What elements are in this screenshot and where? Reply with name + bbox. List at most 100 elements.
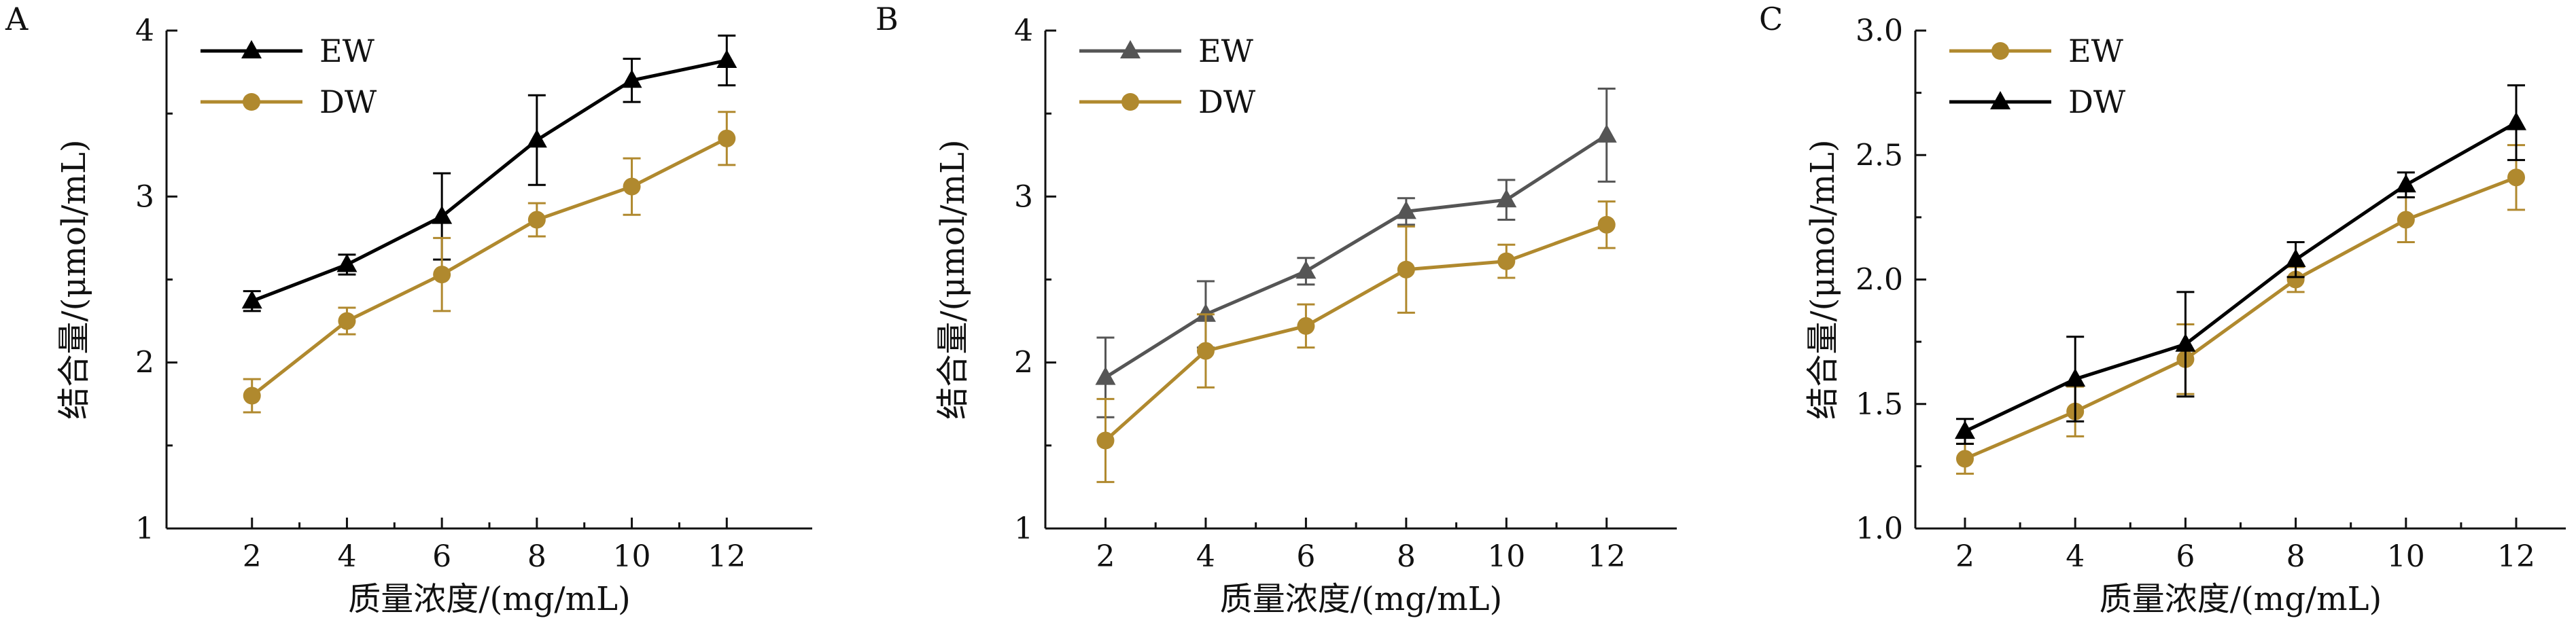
x-tick-label: 4 xyxy=(1196,539,1215,574)
y-tick-label: 1.5 xyxy=(1856,387,1903,422)
legend-marker xyxy=(241,40,262,58)
legend-label: DW xyxy=(1198,84,1256,120)
y-tick-label: 1 xyxy=(135,511,154,546)
legend-item-ew: EW xyxy=(1949,33,2124,69)
data-point xyxy=(2507,168,2526,187)
x-tick-label: 6 xyxy=(2176,539,2195,574)
series-dw xyxy=(243,111,736,414)
panel-label: B xyxy=(875,1,899,37)
x-tick-label: 10 xyxy=(2387,539,2425,574)
series-ew xyxy=(1095,88,1617,418)
x-tick-label: 8 xyxy=(527,539,546,574)
y-tick-label: 2.5 xyxy=(1856,138,1903,173)
y-axis-label: 结合量/(μmol/mL) xyxy=(55,139,93,419)
x-tick-label: 12 xyxy=(1588,539,1626,574)
series-dw xyxy=(1096,200,1616,484)
data-point xyxy=(2395,174,2416,193)
x-tick-label: 6 xyxy=(1296,539,1315,574)
data-point xyxy=(1955,450,1974,468)
x-tick-label: 10 xyxy=(1487,539,1525,574)
data-point xyxy=(623,177,641,196)
legend-item-dw: DW xyxy=(1079,84,1256,120)
data-point xyxy=(2175,333,2196,352)
series-line xyxy=(1964,175,2517,461)
legend-label: EW xyxy=(2068,33,2124,69)
data-point xyxy=(527,211,546,229)
y-tick-label: 2.0 xyxy=(1856,263,1903,298)
y-tick-label: 1 xyxy=(1014,511,1033,546)
x-tick-label: 12 xyxy=(708,539,746,574)
data-point xyxy=(1095,366,1116,385)
x-axis-label: 质量浓度/(mg/mL) xyxy=(2100,580,2382,618)
data-point xyxy=(2286,270,2305,289)
series-line xyxy=(251,58,727,303)
legend-marker xyxy=(243,93,260,111)
x-tick-label: 2 xyxy=(1096,539,1115,574)
data-point xyxy=(1096,431,1115,450)
data-point xyxy=(1295,260,1317,279)
data-point xyxy=(718,129,736,147)
x-tick-label: 8 xyxy=(2286,539,2305,574)
legend-marker xyxy=(1120,40,1141,58)
series-dw xyxy=(1954,84,2527,445)
series-ew xyxy=(241,34,737,312)
data-point xyxy=(243,387,261,405)
series-line xyxy=(1104,133,1608,379)
data-point xyxy=(432,205,453,224)
x-tick-label: 4 xyxy=(2066,539,2085,574)
chart-panel-c: C 1.0 1.5 2.0 2.5 3.0 2 4 6 8 10 12 质量浓度/(mg/mL) 结合量/… xyxy=(1759,1,2566,618)
y-tick-label: 4 xyxy=(1014,14,1033,48)
y-axis-label: 结合量/(μmol/mL) xyxy=(934,139,972,419)
data-point xyxy=(1195,303,1216,322)
legend-marker xyxy=(1990,91,2011,109)
x-tick-label: 12 xyxy=(2497,539,2535,574)
data-point xyxy=(2285,249,2306,268)
y-tick-label: 1.0 xyxy=(1856,511,1903,546)
data-point xyxy=(1597,215,1616,234)
data-point xyxy=(1954,420,1975,439)
legend-label: EW xyxy=(319,33,375,69)
y-axis-label: 结合量/(μmol/mL) xyxy=(1804,139,1842,419)
x-tick-label: 8 xyxy=(1397,539,1416,574)
x-tick-label: 4 xyxy=(337,539,356,574)
data-point xyxy=(1397,260,1415,278)
data-point xyxy=(1596,124,1617,143)
data-point xyxy=(526,129,547,148)
data-point xyxy=(621,69,642,88)
data-point xyxy=(716,49,737,68)
legend-label: EW xyxy=(1198,33,1254,69)
panel-label: A xyxy=(5,1,29,37)
panel-label: C xyxy=(1759,1,1783,37)
legend-label: DW xyxy=(2068,84,2126,120)
y-tick-label: 3.0 xyxy=(1856,14,1903,48)
y-tick-label: 2 xyxy=(135,346,154,380)
data-point xyxy=(1497,252,1516,270)
data-point xyxy=(336,253,358,272)
data-point xyxy=(241,290,262,309)
data-point xyxy=(2506,111,2527,130)
x-tick-label: 2 xyxy=(1955,539,1974,574)
data-point xyxy=(2065,368,2086,387)
data-point xyxy=(433,266,451,284)
series-line xyxy=(1964,121,2518,433)
series-line xyxy=(1104,223,1607,442)
x-axis-label: 质量浓度/(mg/mL) xyxy=(348,580,630,618)
data-point xyxy=(1496,189,1517,208)
legend-marker xyxy=(1991,42,2009,60)
legend-item-ew: EW xyxy=(1079,33,1254,69)
y-tick-label: 3 xyxy=(135,179,154,214)
series-line xyxy=(251,137,728,397)
y-tick-label: 3 xyxy=(1014,179,1033,214)
legend-item-dw: DW xyxy=(201,84,377,120)
data-point xyxy=(338,312,356,330)
x-tick-label: 6 xyxy=(432,539,451,574)
x-tick-label: 2 xyxy=(243,539,262,574)
data-point xyxy=(1395,200,1416,219)
data-point xyxy=(1196,342,1215,360)
data-point xyxy=(1297,317,1315,335)
series-ew xyxy=(1955,144,2526,475)
x-axis-label: 质量浓度/(mg/mL) xyxy=(1220,580,1502,618)
